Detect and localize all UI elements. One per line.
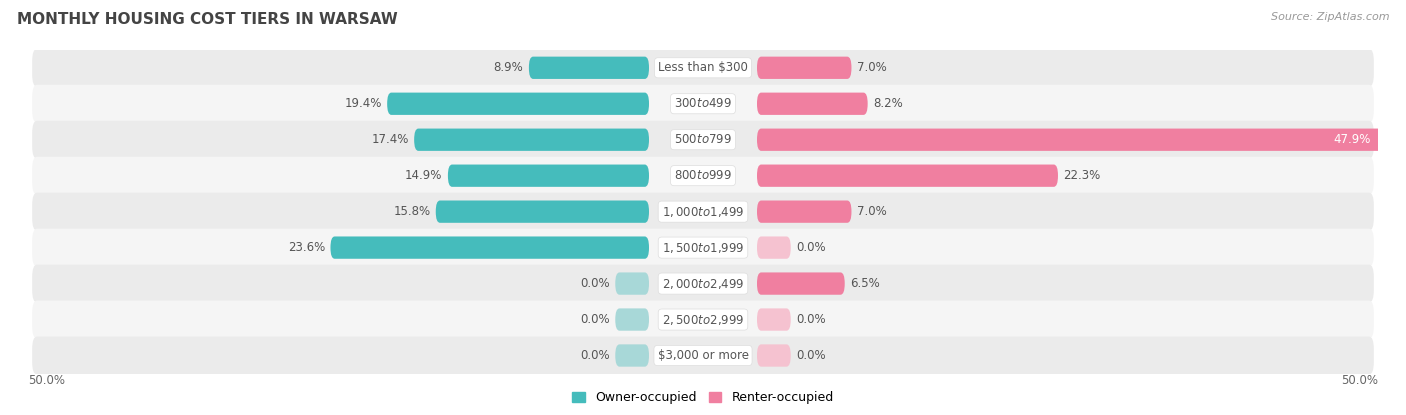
FancyBboxPatch shape xyxy=(529,56,650,79)
FancyBboxPatch shape xyxy=(415,129,650,151)
Text: 0.0%: 0.0% xyxy=(796,349,825,362)
Text: 0.0%: 0.0% xyxy=(581,313,610,326)
Text: MONTHLY HOUSING COST TIERS IN WARSAW: MONTHLY HOUSING COST TIERS IN WARSAW xyxy=(17,12,398,27)
FancyBboxPatch shape xyxy=(32,337,1374,374)
Text: 19.4%: 19.4% xyxy=(344,97,382,110)
FancyBboxPatch shape xyxy=(756,344,790,367)
Text: 7.0%: 7.0% xyxy=(856,61,887,74)
Text: 0.0%: 0.0% xyxy=(796,241,825,254)
Text: $1,000 to $1,499: $1,000 to $1,499 xyxy=(662,205,744,219)
Text: Less than $300: Less than $300 xyxy=(658,61,748,74)
Text: 8.9%: 8.9% xyxy=(494,61,523,74)
FancyBboxPatch shape xyxy=(756,200,852,223)
Text: 8.2%: 8.2% xyxy=(873,97,903,110)
FancyBboxPatch shape xyxy=(756,93,868,115)
FancyBboxPatch shape xyxy=(756,308,790,331)
FancyBboxPatch shape xyxy=(756,272,845,295)
FancyBboxPatch shape xyxy=(32,193,1374,231)
Text: 22.3%: 22.3% xyxy=(1063,169,1101,182)
FancyBboxPatch shape xyxy=(32,300,1374,339)
FancyBboxPatch shape xyxy=(32,157,1374,195)
FancyBboxPatch shape xyxy=(32,85,1374,123)
Text: 0.0%: 0.0% xyxy=(581,349,610,362)
Text: 47.9%: 47.9% xyxy=(1334,133,1371,146)
Text: 6.5%: 6.5% xyxy=(851,277,880,290)
Text: 50.0%: 50.0% xyxy=(28,374,65,386)
FancyBboxPatch shape xyxy=(32,49,1374,87)
Text: 0.0%: 0.0% xyxy=(796,313,825,326)
Text: $300 to $499: $300 to $499 xyxy=(673,97,733,110)
FancyBboxPatch shape xyxy=(616,308,650,331)
FancyBboxPatch shape xyxy=(387,93,650,115)
FancyBboxPatch shape xyxy=(436,200,650,223)
Text: $2,000 to $2,499: $2,000 to $2,499 xyxy=(662,276,744,290)
FancyBboxPatch shape xyxy=(32,265,1374,303)
Text: 17.4%: 17.4% xyxy=(371,133,409,146)
Text: Source: ZipAtlas.com: Source: ZipAtlas.com xyxy=(1271,12,1389,22)
FancyBboxPatch shape xyxy=(449,164,650,187)
Legend: Owner-occupied, Renter-occupied: Owner-occupied, Renter-occupied xyxy=(568,386,838,409)
FancyBboxPatch shape xyxy=(616,272,650,295)
Text: $500 to $799: $500 to $799 xyxy=(673,133,733,146)
Text: 50.0%: 50.0% xyxy=(1341,374,1378,386)
Text: 23.6%: 23.6% xyxy=(288,241,325,254)
Text: $1,500 to $1,999: $1,500 to $1,999 xyxy=(662,241,744,255)
Text: 15.8%: 15.8% xyxy=(394,205,430,218)
FancyBboxPatch shape xyxy=(32,229,1374,266)
Text: 14.9%: 14.9% xyxy=(405,169,443,182)
Text: 7.0%: 7.0% xyxy=(856,205,887,218)
Text: $800 to $999: $800 to $999 xyxy=(673,169,733,182)
FancyBboxPatch shape xyxy=(756,129,1403,151)
FancyBboxPatch shape xyxy=(756,56,852,79)
FancyBboxPatch shape xyxy=(756,237,790,259)
FancyBboxPatch shape xyxy=(756,164,1057,187)
FancyBboxPatch shape xyxy=(616,344,650,367)
Text: 0.0%: 0.0% xyxy=(581,277,610,290)
FancyBboxPatch shape xyxy=(330,237,650,259)
FancyBboxPatch shape xyxy=(32,121,1374,159)
Text: $3,000 or more: $3,000 or more xyxy=(658,349,748,362)
Text: $2,500 to $2,999: $2,500 to $2,999 xyxy=(662,312,744,327)
